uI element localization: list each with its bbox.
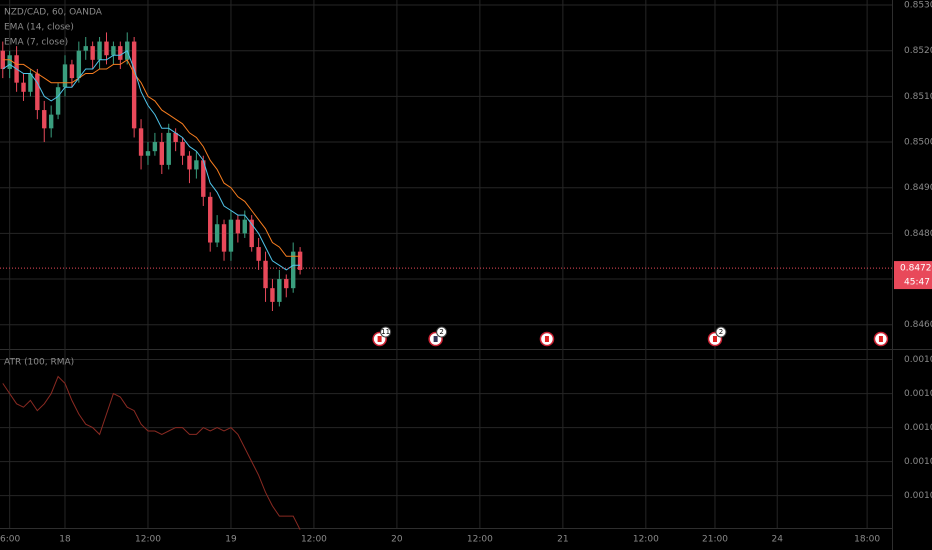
candle-body (263, 260, 268, 289)
candle-body (290, 251, 296, 289)
candle-body (277, 279, 282, 302)
candle-body (69, 64, 75, 79)
event-flag (433, 336, 438, 342)
last-price-box (894, 261, 932, 290)
candle-body (42, 110, 47, 129)
y-tick-label: 0.85100 (904, 92, 932, 102)
candle-body (111, 46, 116, 56)
candle-body (187, 155, 192, 170)
x-tick-label: 12:00 (467, 535, 493, 545)
event-marker (873, 331, 889, 347)
x-tick-label: 18 (59, 535, 71, 545)
x-tick-label: 20 (391, 535, 403, 545)
candle-body (208, 196, 213, 243)
y-tick-label: 0.85000 (904, 138, 932, 148)
candle-body (97, 41, 102, 60)
y-tick-label: 0.84900 (904, 183, 932, 193)
x-tick-label: 12:00 (135, 535, 161, 545)
y-tick-label: 0.85300 (904, 1, 932, 11)
x-tick-label: 12:00 (633, 535, 659, 545)
candle-body (131, 41, 137, 129)
event-marker: 2 (428, 326, 448, 347)
candle-body (21, 82, 26, 92)
candle-body (173, 132, 178, 143)
y-tick-label: 0.00101 (904, 491, 932, 501)
event-marker: 11 (372, 326, 392, 347)
candle-body (138, 128, 144, 156)
y-tick-label: 0.00103 (904, 423, 932, 433)
indicator-line (2, 375, 301, 530)
y-tick-label: 0.00102 (904, 457, 932, 467)
candle-body (7, 55, 12, 69)
candle-body (221, 224, 227, 252)
candle-body (152, 142, 158, 152)
y-tick-label: 0.85200 (904, 46, 932, 56)
event-marker: 2 (707, 326, 727, 347)
x-tick-label: 21:00 (702, 535, 728, 545)
candle-body (145, 151, 151, 156)
event-flag (878, 336, 883, 342)
candle-body (284, 279, 289, 289)
candle-body (55, 87, 61, 115)
legend-entry: EMA (7, close) (4, 38, 68, 48)
candle-body (235, 219, 241, 234)
x-tick-label: 21 (557, 535, 568, 545)
candle-body (118, 46, 123, 60)
countdown-label: 45:47 (904, 278, 930, 288)
candle-body (0, 50, 5, 69)
candle-body (48, 114, 54, 129)
x-tick-label: 19 (225, 535, 237, 545)
event-badge-label: 11 (381, 328, 390, 336)
candle-body (194, 160, 199, 170)
event-badge (380, 326, 392, 338)
event-badge (436, 326, 448, 338)
legend-entry: EMA (14, close) (4, 23, 74, 33)
candle-body (201, 160, 206, 197)
indicator-line (2, 49, 301, 271)
candle-body (76, 50, 82, 79)
event-marker (539, 331, 555, 347)
pane-title: NZD/CAD, 60, OANDA (4, 8, 103, 18)
candle-body (256, 247, 261, 261)
candle-body (90, 46, 95, 60)
x-tick-label: 24 (771, 535, 783, 545)
candle-body (297, 251, 303, 270)
candle-body (249, 219, 254, 248)
y-tick-label: 0.00104 (904, 389, 932, 399)
candle-body (214, 224, 220, 243)
event-flag (544, 336, 549, 342)
candle-body (62, 64, 68, 88)
x-tick-label: 6:00 (0, 535, 20, 545)
y-tick-label: 0.84600 (904, 320, 932, 330)
event-badge-label: 2 (719, 328, 723, 336)
candle-body (28, 73, 33, 92)
candle-body (228, 219, 234, 252)
event-flag (377, 336, 382, 342)
pane-title: ATR (100, RMA) (4, 358, 74, 368)
x-tick-label: 18:00 (854, 535, 880, 545)
candle-body (35, 73, 40, 111)
candle-body (159, 142, 165, 165)
indicator-line (2, 59, 301, 257)
marks: 11 2 2 (0, 32, 892, 530)
candle-body (242, 219, 247, 234)
event-badge (715, 326, 727, 338)
event-badge-label: 2 (439, 328, 443, 336)
candle-body (180, 142, 185, 156)
y-tick-label: 0.84800 (904, 229, 932, 239)
candle-body (104, 41, 109, 56)
x-tick-label: 12:00 (301, 535, 327, 545)
candle-body (270, 288, 275, 302)
event-flag (712, 336, 717, 342)
candle-body (166, 132, 171, 165)
y-tick-label: 0.00105 (904, 355, 932, 365)
candle-body (83, 46, 88, 51)
